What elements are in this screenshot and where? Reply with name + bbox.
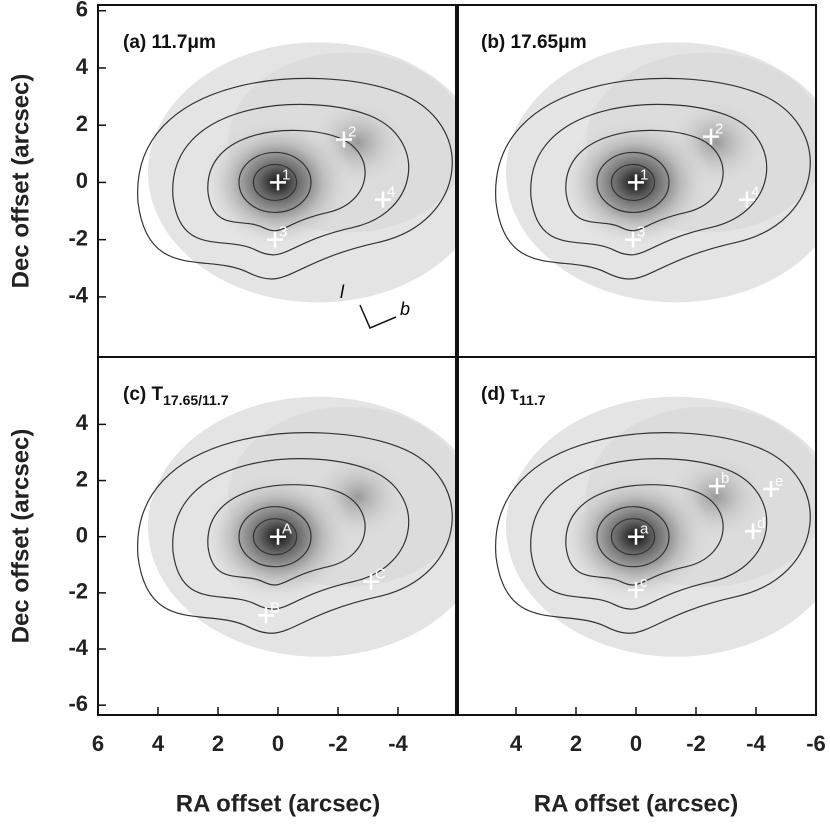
- x-tick-label: 4: [510, 731, 523, 756]
- contour: [565, 129, 724, 232]
- source-label: 2: [348, 123, 356, 140]
- source-label: c: [640, 574, 648, 591]
- contour: [252, 518, 298, 556]
- contour: [172, 458, 410, 610]
- source-label: 4: [751, 184, 759, 201]
- panel: 1 2 3 4: [137, 42, 458, 303]
- x-tick-label: 2: [570, 731, 582, 756]
- y-tick-label: 2: [76, 466, 88, 491]
- contour: [207, 484, 366, 586]
- panel-title: (b) 17.65μm: [481, 32, 587, 53]
- contour: [610, 518, 656, 556]
- y-tick-label: 4: [76, 410, 89, 435]
- x-tick-label: -4: [746, 731, 766, 756]
- source-marker: [628, 582, 644, 599]
- source-marker: [703, 128, 719, 145]
- contour: [207, 129, 366, 232]
- y-tick-label: -6: [68, 691, 88, 716]
- x-axis-label: RA offset (arcsec): [534, 790, 739, 817]
- orientation-label: l: [340, 282, 345, 302]
- source-marker: [336, 131, 352, 148]
- contour: [495, 432, 811, 634]
- contour: [565, 484, 724, 586]
- source-marker: [270, 174, 286, 191]
- panel: 1 2 3 4: [495, 42, 816, 303]
- contour: [137, 77, 453, 280]
- y-tick-label: 4: [76, 54, 89, 79]
- title-text: (a) 11.7μm: [123, 32, 216, 53]
- x-tick-label: 2: [212, 731, 224, 756]
- y-axis-label: Dec offset (arcsec): [7, 429, 34, 644]
- orientation-label: b: [400, 299, 410, 319]
- source-marker: [375, 191, 391, 208]
- y-tick-label: 2: [76, 111, 88, 136]
- y-tick-label: 6: [76, 0, 88, 22]
- source-marker: [363, 573, 379, 590]
- x-tick-label: -2: [328, 731, 348, 756]
- contour: [596, 151, 670, 214]
- orientation-arrows: [359, 304, 397, 329]
- source-marker: [628, 528, 644, 545]
- source-marker: [625, 231, 641, 248]
- source-label: 1: [282, 166, 290, 183]
- y-tick-label: 0: [76, 168, 88, 193]
- panel: A B C: [137, 396, 458, 657]
- contour: [495, 77, 811, 280]
- title-subscript: 11.7: [519, 392, 546, 408]
- panel-title: (d) τ11.7: [481, 384, 546, 408]
- x-tick-label: -6: [806, 731, 826, 756]
- source-marker: [267, 231, 283, 248]
- source-marker: [258, 607, 274, 624]
- title-text: (b) 17.65μm: [481, 32, 587, 53]
- source-label: 4: [387, 184, 395, 201]
- contour: [610, 163, 656, 202]
- source-label: A: [282, 521, 292, 538]
- x-tick-label: 4: [152, 731, 165, 756]
- source-marker: [763, 480, 779, 497]
- source-marker: [628, 174, 644, 191]
- contour: [137, 432, 453, 634]
- panel: a b c d e: [495, 396, 816, 657]
- y-tick-label: -2: [68, 225, 88, 250]
- source-label: B: [270, 599, 280, 616]
- panel-title: (a) 11.7μm: [123, 32, 216, 53]
- source-marker: [745, 523, 761, 540]
- title-text: (d) τ: [481, 384, 520, 405]
- contour: [172, 103, 410, 256]
- source-marker: [739, 191, 755, 208]
- y-axis-label: Dec offset (arcsec): [7, 74, 34, 289]
- contour: [238, 151, 312, 214]
- contour: [596, 506, 670, 568]
- y-tick-label: -4: [68, 635, 88, 660]
- source-marker: [709, 478, 725, 495]
- x-tick-label: -2: [686, 731, 706, 756]
- source-label: 3: [637, 224, 645, 241]
- y-tick-label: -2: [68, 579, 88, 604]
- source-label: b: [721, 470, 729, 487]
- title-subscript: 17.65/11.7: [163, 392, 229, 408]
- contour: [238, 506, 312, 568]
- source-label: e: [775, 473, 783, 490]
- y-tick-label: 0: [76, 523, 88, 548]
- contour: [530, 458, 768, 610]
- source-label: a: [640, 521, 649, 538]
- title-text: (c) T: [123, 384, 164, 405]
- source-label: d: [757, 515, 765, 532]
- source-label: 2: [715, 121, 723, 138]
- source-label: C: [375, 566, 386, 583]
- x-tick-label: 0: [272, 731, 284, 756]
- contour: [530, 103, 768, 256]
- panel-title: (c) T17.65/11.7: [123, 384, 229, 408]
- source-label: 1: [640, 166, 648, 183]
- x-tick-label: 0: [630, 731, 642, 756]
- y-tick-label: -4: [68, 283, 88, 308]
- x-tick-label: -4: [388, 731, 408, 756]
- x-axis-label: RA offset (arcsec): [176, 790, 381, 817]
- source-label: 3: [279, 224, 287, 241]
- x-tick-label: 6: [92, 731, 104, 756]
- contour: [252, 163, 298, 202]
- source-marker: [270, 528, 286, 545]
